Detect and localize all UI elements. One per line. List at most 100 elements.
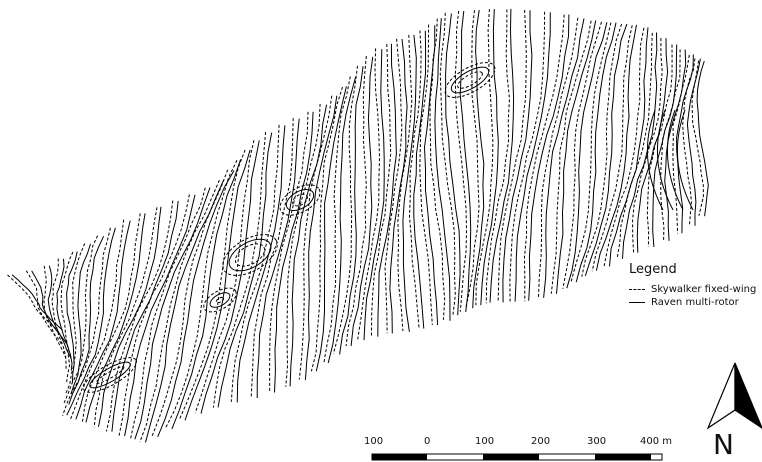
contour-raven xyxy=(696,60,709,217)
contour-raven xyxy=(315,86,347,372)
contour-raven xyxy=(656,109,674,211)
scale-bar-segment xyxy=(372,454,427,460)
contour-skywalker xyxy=(371,43,392,336)
contour-skywalker xyxy=(70,219,125,420)
contour-skywalker xyxy=(485,9,511,304)
contour-raven xyxy=(256,118,300,399)
contour-skywalker xyxy=(83,357,137,393)
contour-skywalker xyxy=(444,62,496,98)
contour-skywalker xyxy=(279,184,321,216)
contour-skywalker xyxy=(646,44,673,247)
contour-raven xyxy=(514,12,551,302)
contour-raven xyxy=(636,38,669,253)
contour-skywalker xyxy=(397,34,413,332)
legend-item-label: Raven multi-rotor xyxy=(651,297,739,308)
legend-title: Legend xyxy=(629,262,677,277)
contour-skywalker xyxy=(603,27,645,267)
contour-skywalker xyxy=(672,54,690,234)
scale-label: 400 m xyxy=(640,436,673,447)
contour-raven xyxy=(47,265,72,359)
contour-raven xyxy=(413,30,427,329)
contour-raven xyxy=(11,274,63,331)
scale-bar-segment xyxy=(483,454,539,460)
contour-raven xyxy=(472,10,485,309)
scale-label: 300 xyxy=(587,436,607,447)
contour-skywalker xyxy=(93,207,158,428)
contour-raven xyxy=(528,14,570,301)
contour-skywalker xyxy=(178,149,246,421)
contour-raven xyxy=(209,292,231,308)
contour-skywalker xyxy=(43,265,67,359)
contour-skywalker xyxy=(292,193,308,207)
contour-skywalker xyxy=(384,38,403,334)
contour-raven xyxy=(676,109,694,211)
contour-raven xyxy=(236,125,286,403)
contour-raven xyxy=(402,34,417,332)
contour-skywalker xyxy=(570,22,612,283)
contour-skywalker xyxy=(429,18,446,320)
north-arrow xyxy=(706,362,762,430)
contour-skywalker xyxy=(419,24,433,326)
contour-raven xyxy=(377,43,397,337)
contour-raven xyxy=(339,66,364,355)
scale-bar xyxy=(371,453,663,461)
contour-raven xyxy=(595,24,637,271)
scale-label: 200 xyxy=(531,436,551,447)
contour-raven xyxy=(124,194,196,437)
contour-raven xyxy=(184,149,251,421)
contour-raven xyxy=(289,104,328,387)
contour-raven xyxy=(459,10,472,312)
contour-skywalker xyxy=(454,10,468,312)
contour-skywalker xyxy=(497,9,527,303)
contour-skywalker xyxy=(550,20,592,294)
contour-raven xyxy=(350,56,374,347)
contour-raven xyxy=(111,200,179,432)
contour-skywalker xyxy=(51,258,67,371)
contour-skywalker xyxy=(691,60,704,216)
contour-skywalker xyxy=(95,366,125,384)
contour-skywalker xyxy=(285,103,321,387)
scale-label: 100 xyxy=(364,436,384,447)
contour-skywalker xyxy=(63,235,99,405)
contour-skywalker xyxy=(60,251,74,383)
contour-raven xyxy=(584,23,628,277)
contour-skywalker xyxy=(457,71,483,89)
contour-skywalker xyxy=(165,159,238,429)
contour-skywalker xyxy=(562,21,602,289)
map-legend: Legend Skywalker fixed-wing Raven multi-… xyxy=(629,262,762,309)
contour-raven xyxy=(363,49,385,341)
contour-skywalker xyxy=(632,38,663,254)
contour-raven xyxy=(423,25,439,326)
contour-skywalker xyxy=(523,14,565,302)
contour-raven xyxy=(145,179,225,443)
contour-raven xyxy=(666,109,684,211)
contour-raven xyxy=(89,361,131,389)
contour-skywalker xyxy=(7,274,58,331)
contour-skywalker xyxy=(203,287,237,313)
contour-skywalker xyxy=(298,95,333,380)
scale-label: 0 xyxy=(424,436,431,447)
contour-raven xyxy=(157,170,235,437)
contour-skywalker xyxy=(105,200,174,432)
contour-raven xyxy=(274,111,314,393)
contour-raven xyxy=(646,109,664,211)
contour-skywalker xyxy=(465,10,480,308)
contour-skywalker xyxy=(310,86,343,372)
contour-raven xyxy=(450,66,490,94)
contour-raven xyxy=(566,22,608,289)
contour-raven xyxy=(556,20,597,294)
contour-raven xyxy=(31,270,68,345)
contour-skywalker xyxy=(345,55,367,346)
contour-raven xyxy=(134,187,211,440)
contour-lines xyxy=(7,8,709,443)
contour-skywalker xyxy=(581,23,623,277)
contour-raven xyxy=(489,8,515,303)
contour-raven xyxy=(502,10,533,303)
contour-raven xyxy=(56,258,73,371)
legend-item-skywalker: Skywalker fixed-wing xyxy=(629,283,762,296)
contour-raven xyxy=(686,58,701,226)
contour-raven xyxy=(543,18,585,298)
legend-item-raven: Raven multi-rotor xyxy=(629,296,762,309)
scale-label: 100 xyxy=(475,436,495,447)
